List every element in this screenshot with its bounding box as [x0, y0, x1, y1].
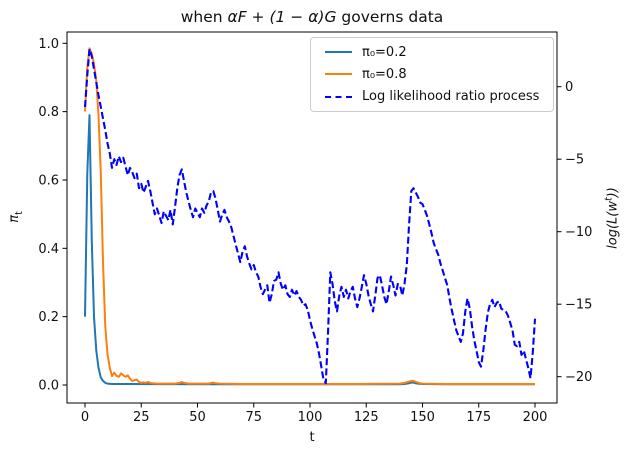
y-right-tick-label: −20 [565, 370, 592, 385]
y-right-tick-label: −5 [565, 153, 584, 168]
legend-line-swatch-blue [325, 51, 352, 54]
legend-item-pi0-08: π₀=0.8 [319, 63, 545, 85]
y-left-tick-label: 0.4 [38, 242, 59, 257]
x-tick-label: 50 [189, 410, 206, 425]
loglabel-post: )) [605, 187, 621, 198]
legend: π₀=0.2 π₀=0.8 Log likelihood ratio proce… [310, 37, 554, 112]
y-left-tick-label: 0.8 [38, 105, 59, 120]
chart-title: when αF + (1 − α)G governs data [67, 6, 557, 28]
pi-subscript: t [13, 211, 25, 215]
x-tick-label: 125 [354, 410, 379, 425]
legend-item-llr: Log likelihood ratio process [319, 86, 545, 108]
y-left-tick-label: 1.0 [38, 37, 59, 52]
y-right-tick-label: 0 [565, 80, 573, 95]
loglabel-sup: t [603, 197, 615, 201]
title-text-post: governs data [336, 8, 444, 26]
title-math: αF + (1 − α)G [227, 8, 337, 26]
y-axis-label-left: πt [7, 211, 25, 223]
legend-line-swatch-dashed-blue [325, 95, 352, 98]
x-tick-label: 25 [133, 410, 150, 425]
legend-line-swatch-orange [325, 73, 352, 76]
legend-label: Log likelihood ratio process [362, 89, 540, 105]
pi-symbol: π [7, 214, 23, 223]
x-tick-label: 200 [523, 410, 548, 425]
legend-label: π₀=0.2 [362, 44, 407, 60]
x-tick-label: 0 [81, 410, 89, 425]
series-line-1 [84, 47, 535, 385]
x-tick-label: 175 [466, 410, 491, 425]
y-left-tick-label: 0.6 [38, 173, 59, 188]
y-axis-label-right: log(L(wt)) [603, 187, 620, 249]
title-text: when [180, 8, 228, 26]
loglabel-pre: log(L(w [605, 200, 621, 249]
x-tick-label: 75 [245, 410, 262, 425]
y-left-tick-label: 0.2 [38, 310, 59, 325]
x-axis-label: t [309, 430, 315, 445]
series-line-2 [83, 47, 537, 385]
x-tick-label: 100 [298, 410, 323, 425]
y-right-tick-label: −10 [565, 225, 592, 240]
y-left-tick-label: 0.0 [38, 379, 59, 394]
legend-label: π₀=0.8 [362, 66, 407, 82]
plot-frame [66, 31, 558, 404]
legend-item-pi0-02: π₀=0.2 [319, 41, 545, 63]
series-line-0 [84, 114, 535, 386]
y-right-tick-label: −15 [565, 298, 592, 313]
x-tick-label: 150 [410, 410, 435, 425]
